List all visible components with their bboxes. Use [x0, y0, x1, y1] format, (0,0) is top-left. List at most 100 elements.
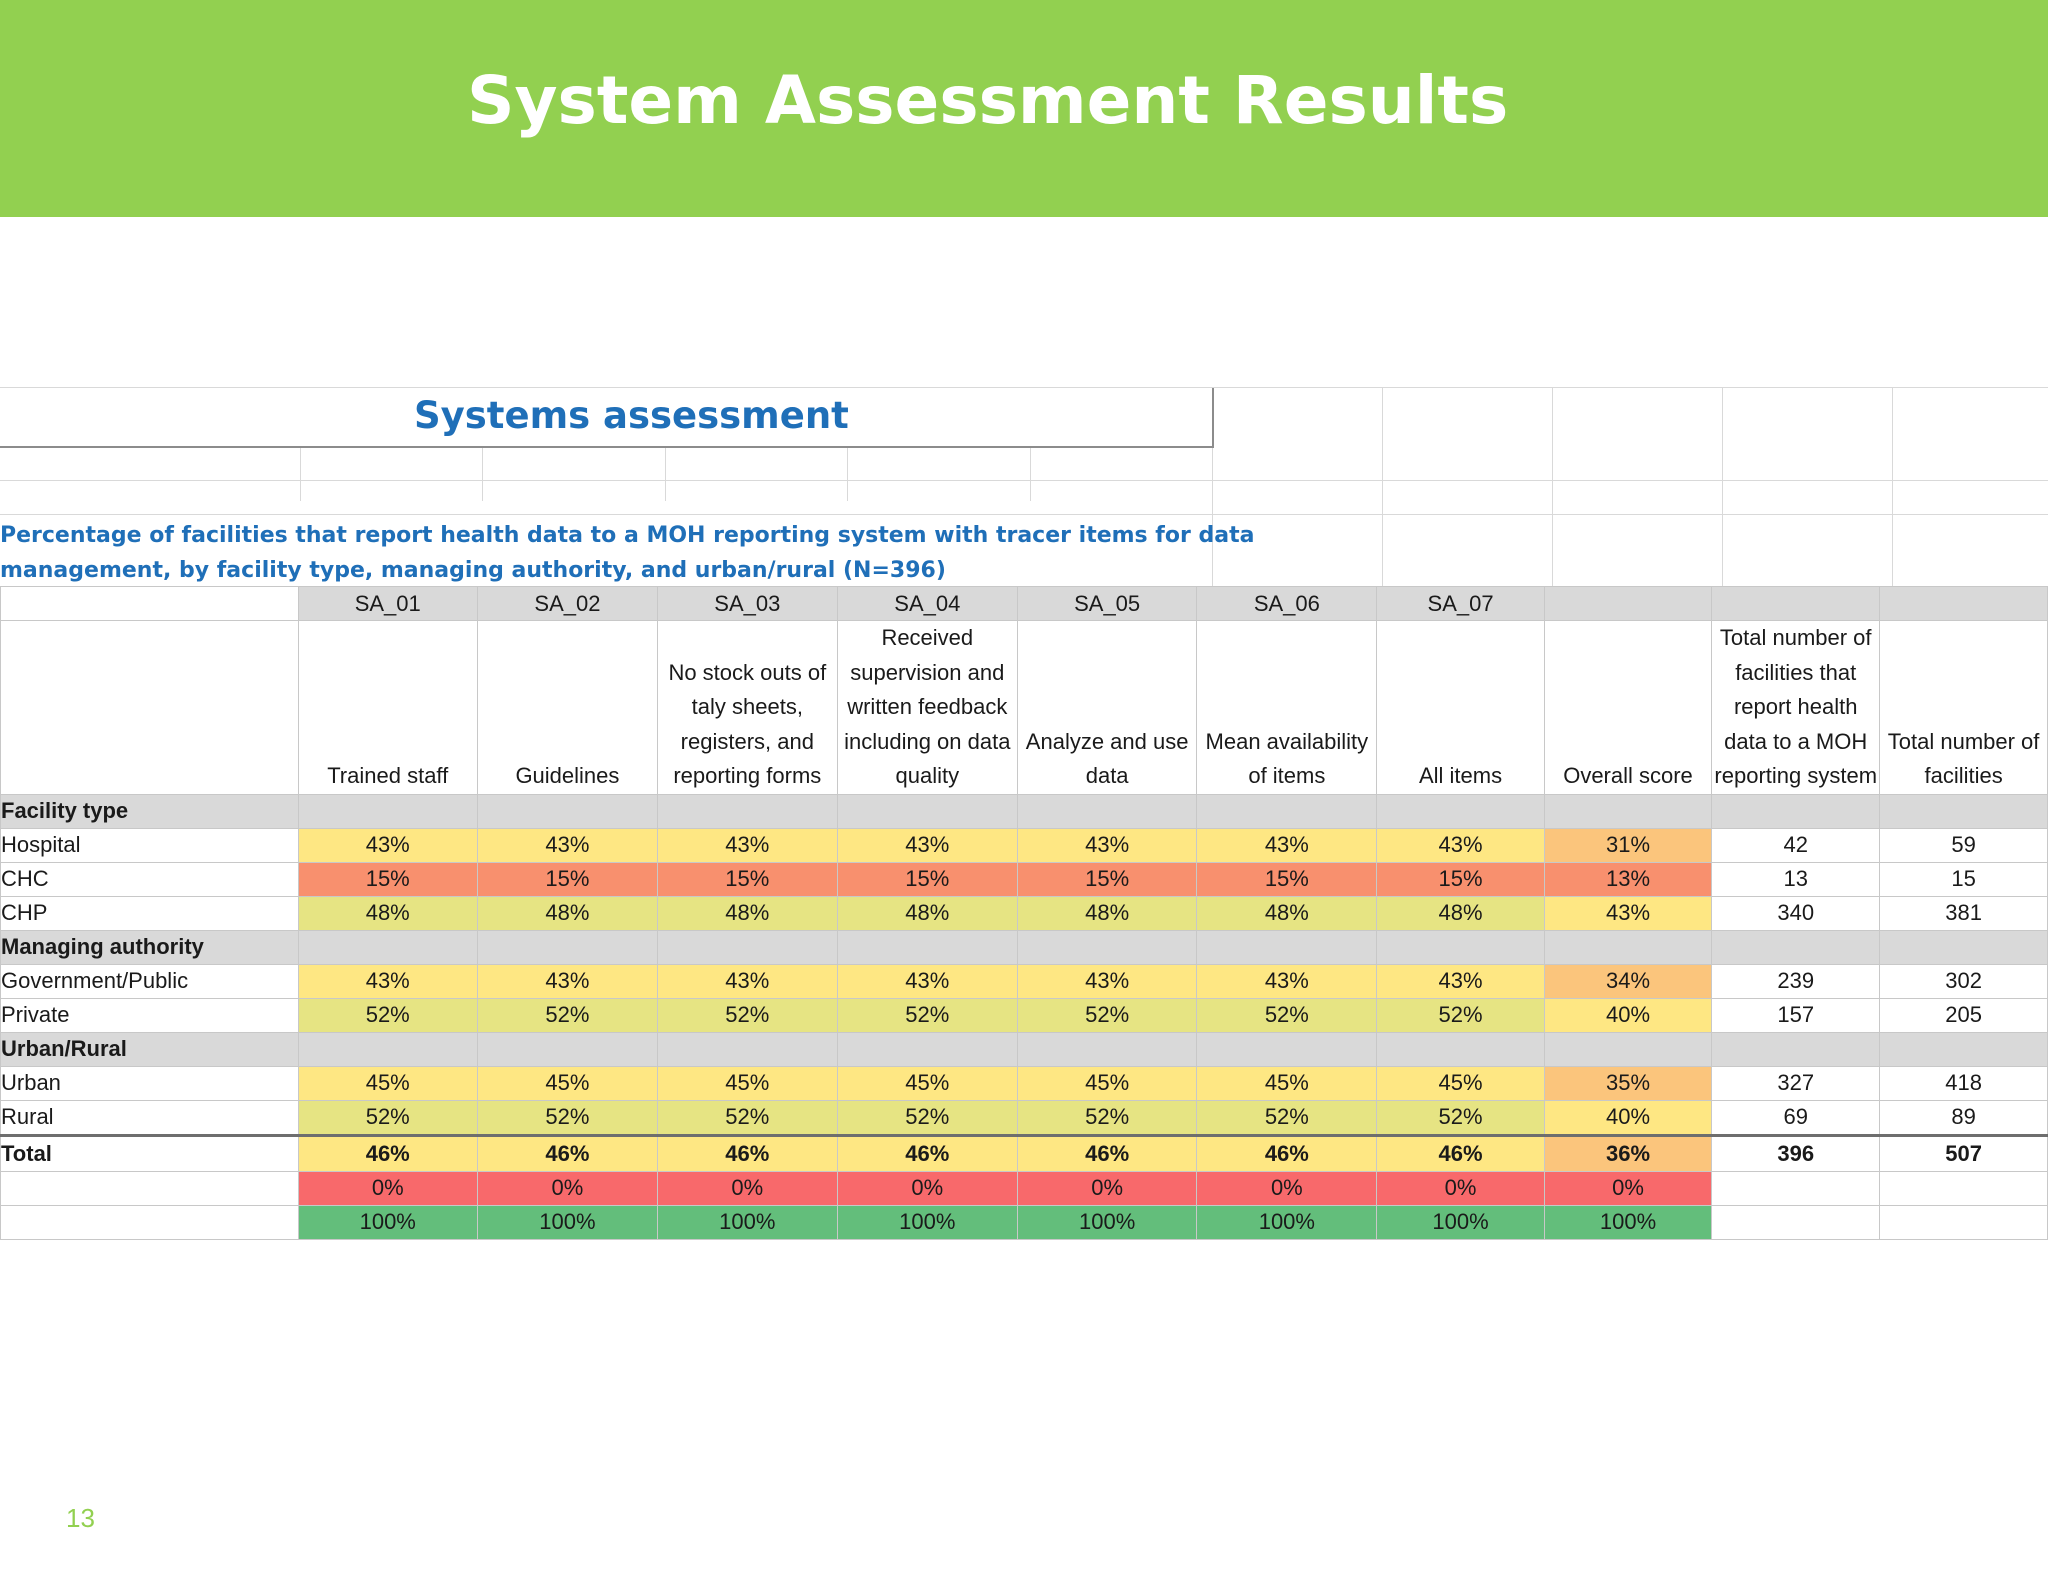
page-number: 13	[66, 1503, 95, 1533]
column-header: Total number of facilities that report h…	[1711, 620, 1881, 795]
value-cell: 340	[1711, 895, 1881, 931]
column-header: Total number of facilities	[1879, 620, 2048, 795]
value-cell: 43%	[836, 963, 1018, 999]
indicator-code: SA_05	[1016, 586, 1198, 621]
column-header: All items	[1376, 620, 1545, 795]
sheet-title: Systems assessment	[414, 394, 849, 437]
value-cell: 0%	[1196, 1170, 1378, 1206]
column-header: Mean availability of items	[1196, 620, 1378, 795]
value-cell: 396	[1711, 1133, 1881, 1172]
column-header: Analyze and use data	[1016, 620, 1198, 795]
section-filler	[1543, 793, 1713, 829]
value-cell: 52%	[297, 1099, 478, 1136]
value-cell: 15%	[297, 861, 478, 897]
row-label: Hospital	[0, 827, 299, 863]
value-cell: 52%	[476, 1099, 658, 1136]
section-filler	[1711, 793, 1881, 829]
value-cell: 40%	[1543, 1099, 1713, 1136]
table-caption: Percentage of facilities that report hea…	[0, 518, 1254, 588]
value-cell: 36%	[1543, 1133, 1713, 1172]
value-cell: 0%	[1376, 1170, 1545, 1206]
row-label: Urban	[0, 1065, 299, 1101]
section-filler	[1543, 1031, 1713, 1067]
value-cell: 100%	[836, 1204, 1018, 1240]
indicator-code: SA_06	[1196, 586, 1378, 621]
value-cell: 43%	[1016, 827, 1198, 863]
section-label: Facility type	[0, 793, 299, 829]
value-cell: 46%	[656, 1133, 838, 1172]
value-cell: 46%	[836, 1133, 1018, 1172]
value-cell: 45%	[297, 1065, 478, 1101]
value-cell: 100%	[1376, 1204, 1545, 1240]
section-filler	[1016, 1031, 1198, 1067]
value-cell: 43%	[1376, 827, 1545, 863]
row-label: Government/Public	[0, 963, 299, 999]
header-cell-empty	[0, 620, 299, 795]
value-cell: 34%	[1543, 963, 1713, 999]
results-table: SA_01 SA_02 SA_03 SA_04 SA_05 SA_06 SA_07 Train…	[0, 586, 2048, 1240]
table-row: Government/Public 43% 43% 43% 43% 43% 43% 43% 34…	[0, 963, 2048, 999]
min-scale-row: 0% 0% 0% 0% 0% 0% 0% 0%	[0, 1170, 2048, 1206]
value-cell: 15%	[1196, 861, 1378, 897]
section-filler	[297, 793, 478, 829]
caption-line-1: Percentage of facilities that report hea…	[0, 523, 1255, 548]
value-cell: 100%	[297, 1204, 478, 1240]
value-cell: 42	[1711, 827, 1881, 863]
value-cell: 45%	[1196, 1065, 1378, 1101]
value-cell: 43%	[1543, 895, 1713, 931]
value-cell: 0%	[1016, 1170, 1198, 1206]
table-row: Urban 45% 45% 45% 45% 45% 45% 45% 35% 327 418	[0, 1065, 2048, 1101]
indicator-code: SA_03	[656, 586, 838, 621]
value-cell: 89	[1879, 1099, 2048, 1136]
value-cell: 13	[1711, 861, 1881, 897]
table-row: CHC 15% 15% 15% 15% 15% 15% 15% 13% 13 15	[0, 861, 2048, 897]
section-filler	[1376, 929, 1545, 965]
column-header: Received supervision and written feedbac…	[836, 620, 1018, 795]
value-cell: 157	[1711, 997, 1881, 1033]
section-filler	[1543, 929, 1713, 965]
value-cell: 59	[1879, 827, 2048, 863]
sheet-title-cell: Systems assessment	[0, 388, 1214, 448]
value-cell: 0%	[1543, 1170, 1713, 1206]
value-cell: 100%	[656, 1204, 838, 1240]
row-label	[0, 1204, 299, 1240]
section-filler	[297, 929, 478, 965]
value-cell: 48%	[656, 895, 838, 931]
total-row: Total 46% 46% 46% 46% 46% 46% 46% 36% 396 507	[0, 1133, 2048, 1172]
section-filler	[1879, 929, 2048, 965]
value-cell: 69	[1711, 1099, 1881, 1136]
value-cell: 302	[1879, 963, 2048, 999]
row-label: Private	[0, 997, 299, 1033]
value-cell: 48%	[1376, 895, 1545, 931]
value-cell: 15	[1879, 861, 2048, 897]
value-cell: 52%	[656, 1099, 838, 1136]
section-filler	[1196, 929, 1378, 965]
section-filler	[1879, 1031, 2048, 1067]
value-cell: 15%	[656, 861, 838, 897]
indicator-code: SA_02	[476, 586, 658, 621]
value-cell: 13%	[1543, 861, 1713, 897]
max-scale-row: 100% 100% 100% 100% 100% 100% 100% 100%	[0, 1204, 2048, 1240]
value-cell: 205	[1879, 997, 2048, 1033]
row-label: CHP	[0, 895, 299, 931]
value-cell: 52%	[1196, 997, 1378, 1033]
value-cell: 52%	[656, 997, 838, 1033]
value-cell: 100%	[1543, 1204, 1713, 1240]
value-cell: 507	[1879, 1133, 2048, 1172]
value-cell: 45%	[1016, 1065, 1198, 1101]
code-row: SA_01 SA_02 SA_03 SA_04 SA_05 SA_06 SA_07	[0, 586, 2048, 621]
value-cell	[1879, 1204, 2048, 1240]
value-cell: 43%	[476, 827, 658, 863]
code-cell-empty	[0, 586, 299, 621]
section-header-row: Facility type	[0, 793, 2048, 829]
table-row: CHP 48% 48% 48% 48% 48% 48% 48% 43% 340 381	[0, 895, 2048, 931]
section-label: Managing authority	[0, 929, 299, 965]
value-cell: 52%	[836, 997, 1018, 1033]
value-cell: 43%	[297, 963, 478, 999]
spreadsheet-grid	[0, 387, 2048, 1257]
section-filler	[1376, 1031, 1545, 1067]
value-cell: 327	[1711, 1065, 1881, 1101]
value-cell: 48%	[476, 895, 658, 931]
value-cell: 43%	[1016, 963, 1198, 999]
section-filler	[476, 929, 658, 965]
